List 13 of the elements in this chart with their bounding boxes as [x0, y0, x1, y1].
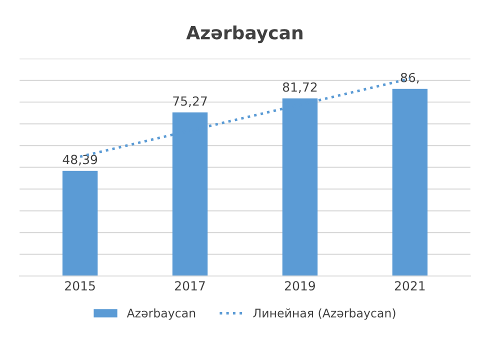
x-tick-label: 2019: [284, 281, 315, 291]
legend-label: Azərbaycan: [126, 308, 196, 320]
legend-label: Линейная (Azərbaycan): [253, 308, 396, 320]
data-label: 81,72: [282, 82, 317, 94]
data-label: 86,: [400, 72, 419, 84]
bar: [392, 88, 428, 276]
x-tick-label: 2017: [175, 281, 205, 291]
data-label: 75,27: [173, 96, 207, 108]
chart-title: Azərbaycan: [186, 25, 302, 44]
x-tick-label: 2021: [394, 281, 425, 291]
bar: [62, 170, 98, 276]
x-tick-label: 2015: [65, 281, 95, 291]
data-label: 48,39: [62, 154, 98, 166]
